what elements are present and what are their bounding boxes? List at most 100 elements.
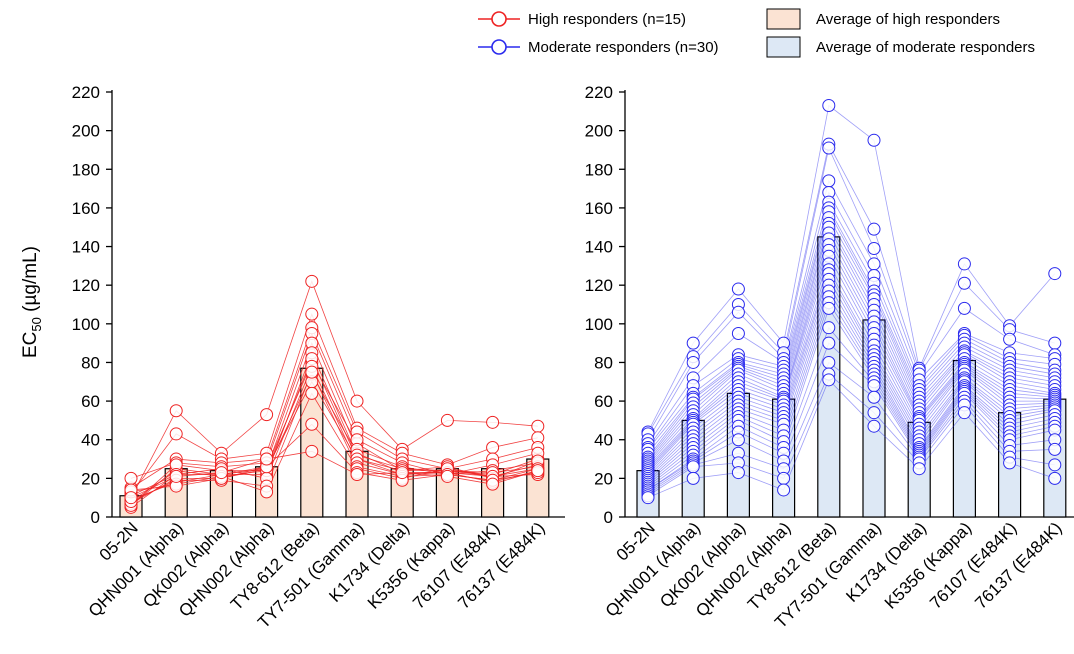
responder-point (260, 408, 274, 422)
responder-line (130, 371, 538, 502)
responder-line (647, 143, 1055, 435)
responder-line (647, 295, 1055, 487)
y-tick-label: 220 (585, 83, 613, 102)
responder-line (647, 231, 1055, 466)
responder-point (957, 276, 971, 290)
responder-line (647, 278, 1055, 481)
responder-line (130, 332, 538, 479)
responder-line (647, 201, 1055, 450)
responder-point (1003, 332, 1017, 346)
responder-point (169, 404, 183, 418)
responder-line (647, 307, 1055, 491)
responder-point (731, 282, 745, 296)
responder-point (486, 440, 500, 454)
responder-point (686, 460, 700, 474)
responder-point (686, 336, 700, 350)
responder-line (647, 104, 1056, 433)
y-tick-label: 160 (585, 199, 613, 218)
responder-line (647, 243, 1055, 469)
y-tick-label: 200 (585, 122, 613, 141)
responder-point (686, 471, 700, 485)
responder-point (822, 141, 836, 155)
responder-line (647, 373, 1055, 497)
responder-point (486, 415, 500, 429)
legend-label-average-moderate: Average of moderate responders (816, 39, 1035, 56)
y-axis-label: EC50 (µg/mL) (20, 246, 44, 358)
responder-line (647, 191, 1055, 448)
chart-panel-high-responders: 02040608010012014016018020022005-2NQHN00… (72, 83, 565, 632)
legend-average-moderate: Average of moderate responders (766, 36, 1035, 58)
responder-point (822, 99, 836, 113)
legend-label-moderate-responders: Moderate responders (n=30) (528, 39, 719, 56)
responder-line (647, 179, 1055, 444)
legend-average-high: Average of high responders (766, 8, 1000, 30)
responder-point (305, 417, 319, 431)
y-tick-label: 100 (72, 315, 100, 334)
legend-high-responders: High responders (n=15) (478, 11, 686, 28)
responder-point (305, 365, 319, 379)
responder-point (1048, 336, 1062, 350)
responder-line (647, 216, 1055, 460)
responder-point (440, 469, 454, 483)
responder-line (647, 272, 1055, 479)
responder-point (305, 274, 319, 288)
responder-point (169, 427, 183, 441)
responder-line (130, 450, 538, 499)
legend-moderate-responders: Moderate responders (n=30) (478, 39, 719, 56)
responder-point (867, 390, 881, 404)
responder-line (130, 423, 538, 491)
responder-point (169, 469, 183, 483)
responder-point (124, 471, 138, 485)
responder-point (957, 257, 971, 271)
y-tick-label: 80 (594, 353, 613, 372)
responder-point (486, 477, 500, 491)
responder-line (130, 312, 538, 495)
responder-point (867, 406, 881, 420)
responder-point (124, 491, 138, 505)
responder-point (912, 462, 926, 476)
legend: High responders (n=15) Moderate responde… (478, 8, 1035, 58)
y-tick-label: 40 (594, 431, 613, 450)
responder-line (130, 280, 538, 498)
y-tick-label: 80 (81, 353, 100, 372)
responder-line (130, 351, 538, 500)
responder-point (1048, 267, 1062, 281)
y-tick-label: 140 (585, 238, 613, 257)
y-tick-label: 180 (585, 160, 613, 179)
responder-line (647, 379, 1055, 499)
responder-point (1048, 442, 1062, 456)
responder-point (1048, 458, 1062, 472)
responder-line (647, 146, 1055, 440)
responder-point (440, 413, 454, 427)
responder-line (647, 284, 1055, 483)
responder-point (1048, 471, 1062, 485)
y-tick-label: 0 (91, 508, 100, 527)
responder-point (867, 419, 881, 433)
responder-point (305, 444, 319, 458)
responder-line (647, 226, 1055, 464)
responder-point (957, 406, 971, 420)
y-tick-label: 0 (604, 508, 613, 527)
responder-line (130, 380, 538, 508)
responder-point (214, 466, 228, 480)
responder-point (731, 326, 745, 340)
responder-line (647, 326, 1055, 491)
responder-line (647, 222, 1055, 462)
y-tick-label: 20 (81, 469, 100, 488)
responder-point (395, 466, 409, 480)
legend-label-high-responders: High responders (n=15) (528, 11, 686, 28)
responder-line (647, 206, 1055, 454)
responder-point (260, 452, 274, 466)
responder-point (777, 483, 791, 497)
responder-line (647, 268, 1055, 477)
responder-point (731, 433, 745, 447)
responder-point (731, 466, 745, 480)
responder-point (350, 394, 364, 408)
responder-point (867, 222, 881, 236)
responder-line (647, 210, 1055, 458)
responder-point (1003, 456, 1017, 470)
y-tick-label: 140 (72, 238, 100, 257)
responder-line (647, 249, 1055, 471)
responder-line (647, 262, 1055, 475)
